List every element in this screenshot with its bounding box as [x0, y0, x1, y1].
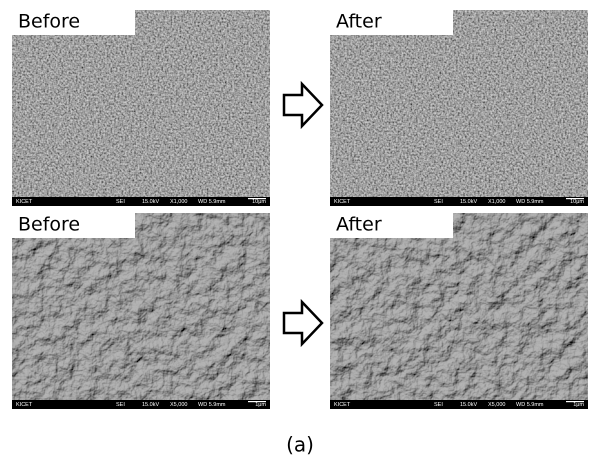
- info-wd: WD 5.9mm: [198, 199, 226, 205]
- scale-bar: [248, 198, 266, 199]
- info-source: KICET: [334, 402, 351, 408]
- sem-image: [330, 213, 588, 400]
- caption: (a): [286, 433, 314, 457]
- sem-image: [12, 10, 270, 197]
- info-voltage: 15.0kV: [460, 199, 477, 205]
- info-source: KICET: [334, 199, 351, 205]
- info-wd: WD 5.9mm: [516, 199, 544, 205]
- sem-panel: KICET SEI 15.0kV X5,000 WD 5.9mm 1μm After: [330, 213, 588, 409]
- figure: (a) KICET SEI 15.0kV X1,000 WD 5.9mm 10μm Befo…: [0, 0, 604, 468]
- sem-panel: KICET SEI 15.0kV X5,000 WD 5.9mm 1μm Before: [12, 213, 270, 409]
- info-bar: [330, 400, 588, 409]
- info-magnification: X5,000: [170, 402, 187, 408]
- arrow: [284, 302, 322, 344]
- scale-bar: [566, 198, 584, 199]
- info-magnification: X1,000: [488, 199, 505, 205]
- info-magnification: X5,000: [488, 402, 505, 408]
- info-magnification: X1,000: [170, 199, 187, 205]
- info-bar: [330, 197, 588, 206]
- arrow: [284, 84, 322, 126]
- info-source: KICET: [16, 199, 33, 205]
- info-scale: 10μm: [570, 199, 584, 205]
- sem-image: [12, 213, 270, 400]
- sem-image: [330, 10, 588, 197]
- info-mode: SEI: [434, 402, 443, 408]
- info-source: KICET: [16, 402, 33, 408]
- panel-label: After: [336, 11, 382, 33]
- info-mode: SEI: [116, 199, 125, 205]
- info-mode: SEI: [434, 199, 443, 205]
- scale-bar: [566, 401, 584, 402]
- panel-label: Before: [18, 11, 80, 33]
- sem-panel: KICET SEI 15.0kV X1,000 WD 5.9mm 10μm After: [330, 10, 588, 206]
- info-scale: 1μm: [255, 402, 266, 408]
- info-wd: WD 5.9mm: [516, 402, 544, 408]
- info-voltage: 15.0kV: [460, 402, 477, 408]
- scale-bar: [248, 401, 266, 402]
- info-bar: [12, 400, 270, 409]
- info-bar: [12, 197, 270, 206]
- info-wd: WD 5.9mm: [198, 402, 226, 408]
- info-scale: 10μm: [252, 199, 266, 205]
- panel-label: After: [336, 214, 382, 236]
- info-voltage: 15.0kV: [142, 199, 159, 205]
- info-voltage: 15.0kV: [142, 402, 159, 408]
- sem-panel: KICET SEI 15.0kV X1,000 WD 5.9mm 10μm Before: [12, 10, 270, 206]
- panel-label: Before: [18, 214, 80, 236]
- info-mode: SEI: [116, 402, 125, 408]
- info-scale: 1μm: [573, 402, 584, 408]
